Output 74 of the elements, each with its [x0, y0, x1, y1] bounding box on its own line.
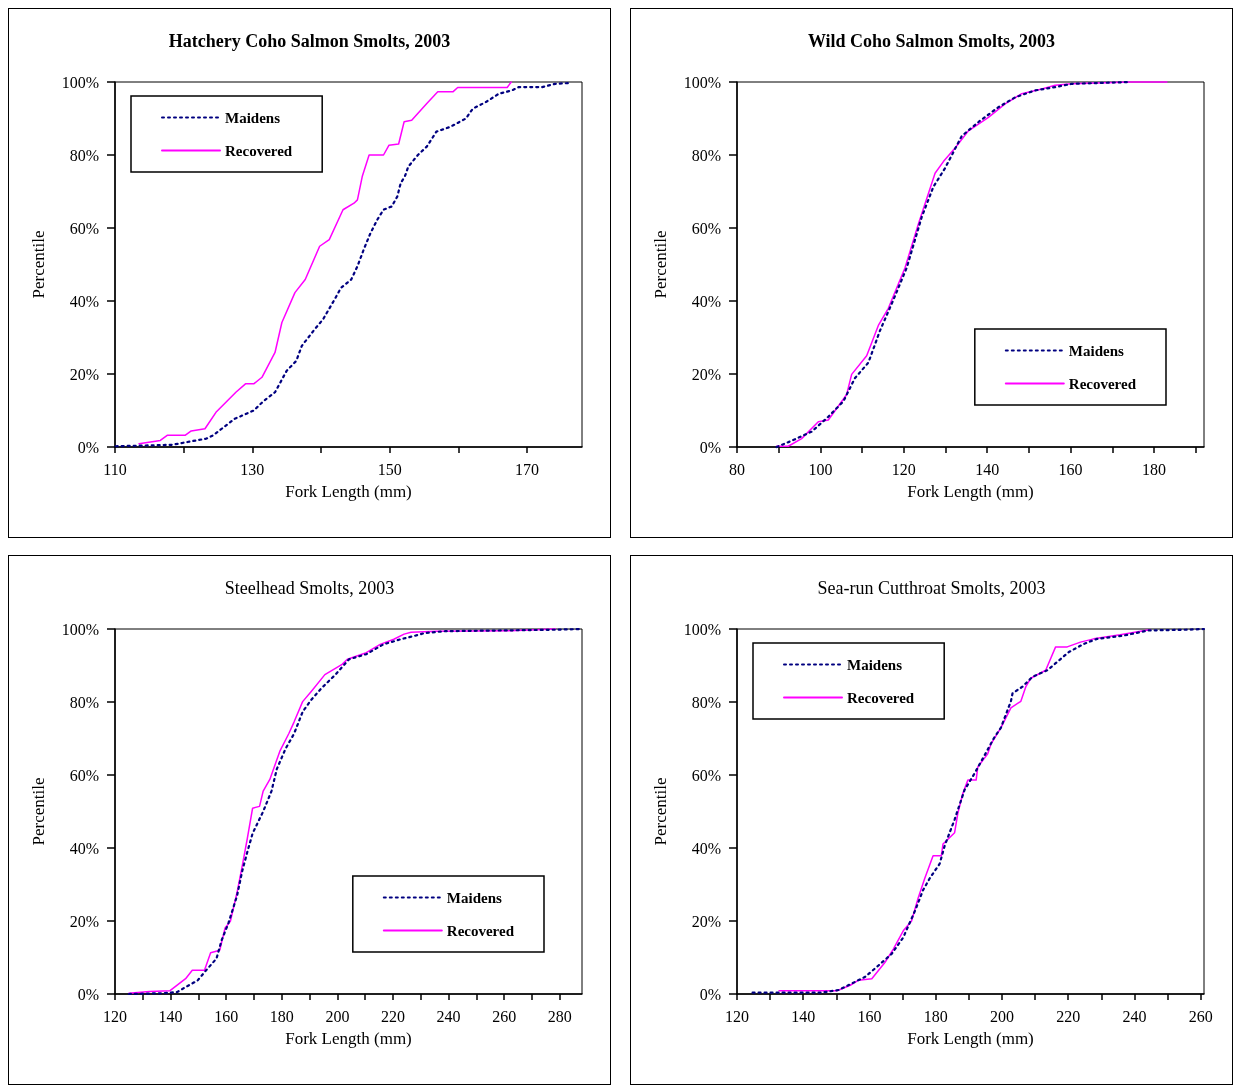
x-axis-title: Fork Length (mm)	[907, 1029, 1034, 1048]
x-tick-label: 160	[214, 1007, 239, 1025]
x-tick-label: 160	[1058, 460, 1083, 478]
y-tick-label: 80%	[691, 146, 721, 164]
chart-title: Hatchery Coho Salmon Smolts, 2003	[168, 31, 451, 51]
y-tick-label: 0%	[77, 985, 99, 1003]
y-axis-title: Percentile	[651, 230, 670, 299]
x-tick-label: 120	[725, 1007, 749, 1025]
x-tick-label: 240	[436, 1007, 461, 1025]
y-tick-label: 100%	[683, 620, 721, 638]
y-tick-label: 100%	[61, 73, 99, 91]
y-tick-label: 0%	[699, 438, 721, 456]
x-tick-label: 130	[240, 460, 265, 478]
x-tick-label: 200	[989, 1007, 1014, 1025]
x-tick-label: 180	[1141, 460, 1166, 478]
x-tick-label: 260	[492, 1007, 517, 1025]
y-axis-title: Percentile	[29, 230, 48, 299]
x-tick-label: 180	[269, 1007, 294, 1025]
x-tick-label: 80	[729, 460, 745, 478]
legend-label: Recovered	[847, 689, 915, 706]
y-tick-label: 40%	[69, 292, 99, 310]
x-tick-label: 100	[808, 460, 833, 478]
line-series	[138, 81, 513, 445]
y-tick-label: 0%	[77, 438, 99, 456]
y-tick-label: 80%	[69, 146, 99, 164]
y-tick-label: 20%	[691, 912, 721, 930]
x-tick-label: 140	[975, 460, 1000, 478]
y-tick-label: 20%	[691, 365, 721, 383]
x-tick-label: 170	[515, 460, 540, 478]
x-tick-label: 240	[1122, 1007, 1147, 1025]
y-tick-label: 20%	[69, 912, 99, 930]
x-tick-label: 180	[923, 1007, 948, 1025]
y-tick-label: 80%	[691, 693, 721, 711]
legend-label: Maidens	[225, 109, 281, 126]
line-series	[778, 628, 1151, 992]
x-tick-label: 120	[891, 460, 916, 478]
y-tick-label: 60%	[691, 219, 721, 237]
x-axis-title: Fork Length (mm)	[285, 1029, 412, 1048]
y-tick-label: 20%	[69, 365, 99, 383]
x-tick-label: 280	[547, 1007, 572, 1025]
x-tick-label: 110	[103, 460, 127, 478]
y-tick-label: 100%	[683, 73, 721, 91]
legend-label: Recovered	[1068, 375, 1137, 392]
x-tick-label: 260	[1188, 1007, 1213, 1025]
x-tick-label: 150	[377, 460, 402, 478]
line-series	[751, 627, 1206, 994]
y-tick-label: 40%	[691, 292, 721, 310]
y-axis-title: Percentile	[651, 777, 670, 846]
x-tick-label: 220	[380, 1007, 405, 1025]
legend-label: Maidens	[1068, 342, 1124, 359]
chart-title: Sea-run Cutthroat Smolts, 2003	[817, 578, 1046, 598]
y-tick-label: 100%	[61, 620, 99, 638]
chart-title: Steelhead Smolts, 2003	[224, 578, 395, 598]
x-tick-label: 140	[791, 1007, 816, 1025]
y-tick-label: 60%	[691, 766, 721, 784]
legend-label: Maidens	[446, 889, 502, 906]
x-axis-title: Fork Length (mm)	[285, 482, 412, 501]
legend-label: Recovered	[446, 922, 515, 939]
x-tick-label: 200	[325, 1007, 350, 1025]
y-tick-label: 40%	[691, 839, 721, 857]
x-axis-title: Fork Length (mm)	[907, 482, 1034, 501]
legend-label: Maidens	[847, 656, 903, 673]
y-tick-label: 60%	[69, 766, 99, 784]
y-tick-label: 60%	[69, 219, 99, 237]
y-tick-label: 0%	[699, 985, 721, 1003]
y-tick-label: 80%	[69, 693, 99, 711]
x-tick-label: 220	[1056, 1007, 1081, 1025]
x-tick-label: 140	[158, 1007, 183, 1025]
x-tick-label: 160	[857, 1007, 882, 1025]
y-axis-title: Percentile	[29, 777, 48, 846]
x-tick-label: 120	[103, 1007, 127, 1025]
legend-label: Recovered	[225, 142, 293, 159]
chart-title: Wild Coho Salmon Smolts, 2003	[807, 31, 1056, 51]
y-tick-label: 40%	[69, 839, 99, 857]
